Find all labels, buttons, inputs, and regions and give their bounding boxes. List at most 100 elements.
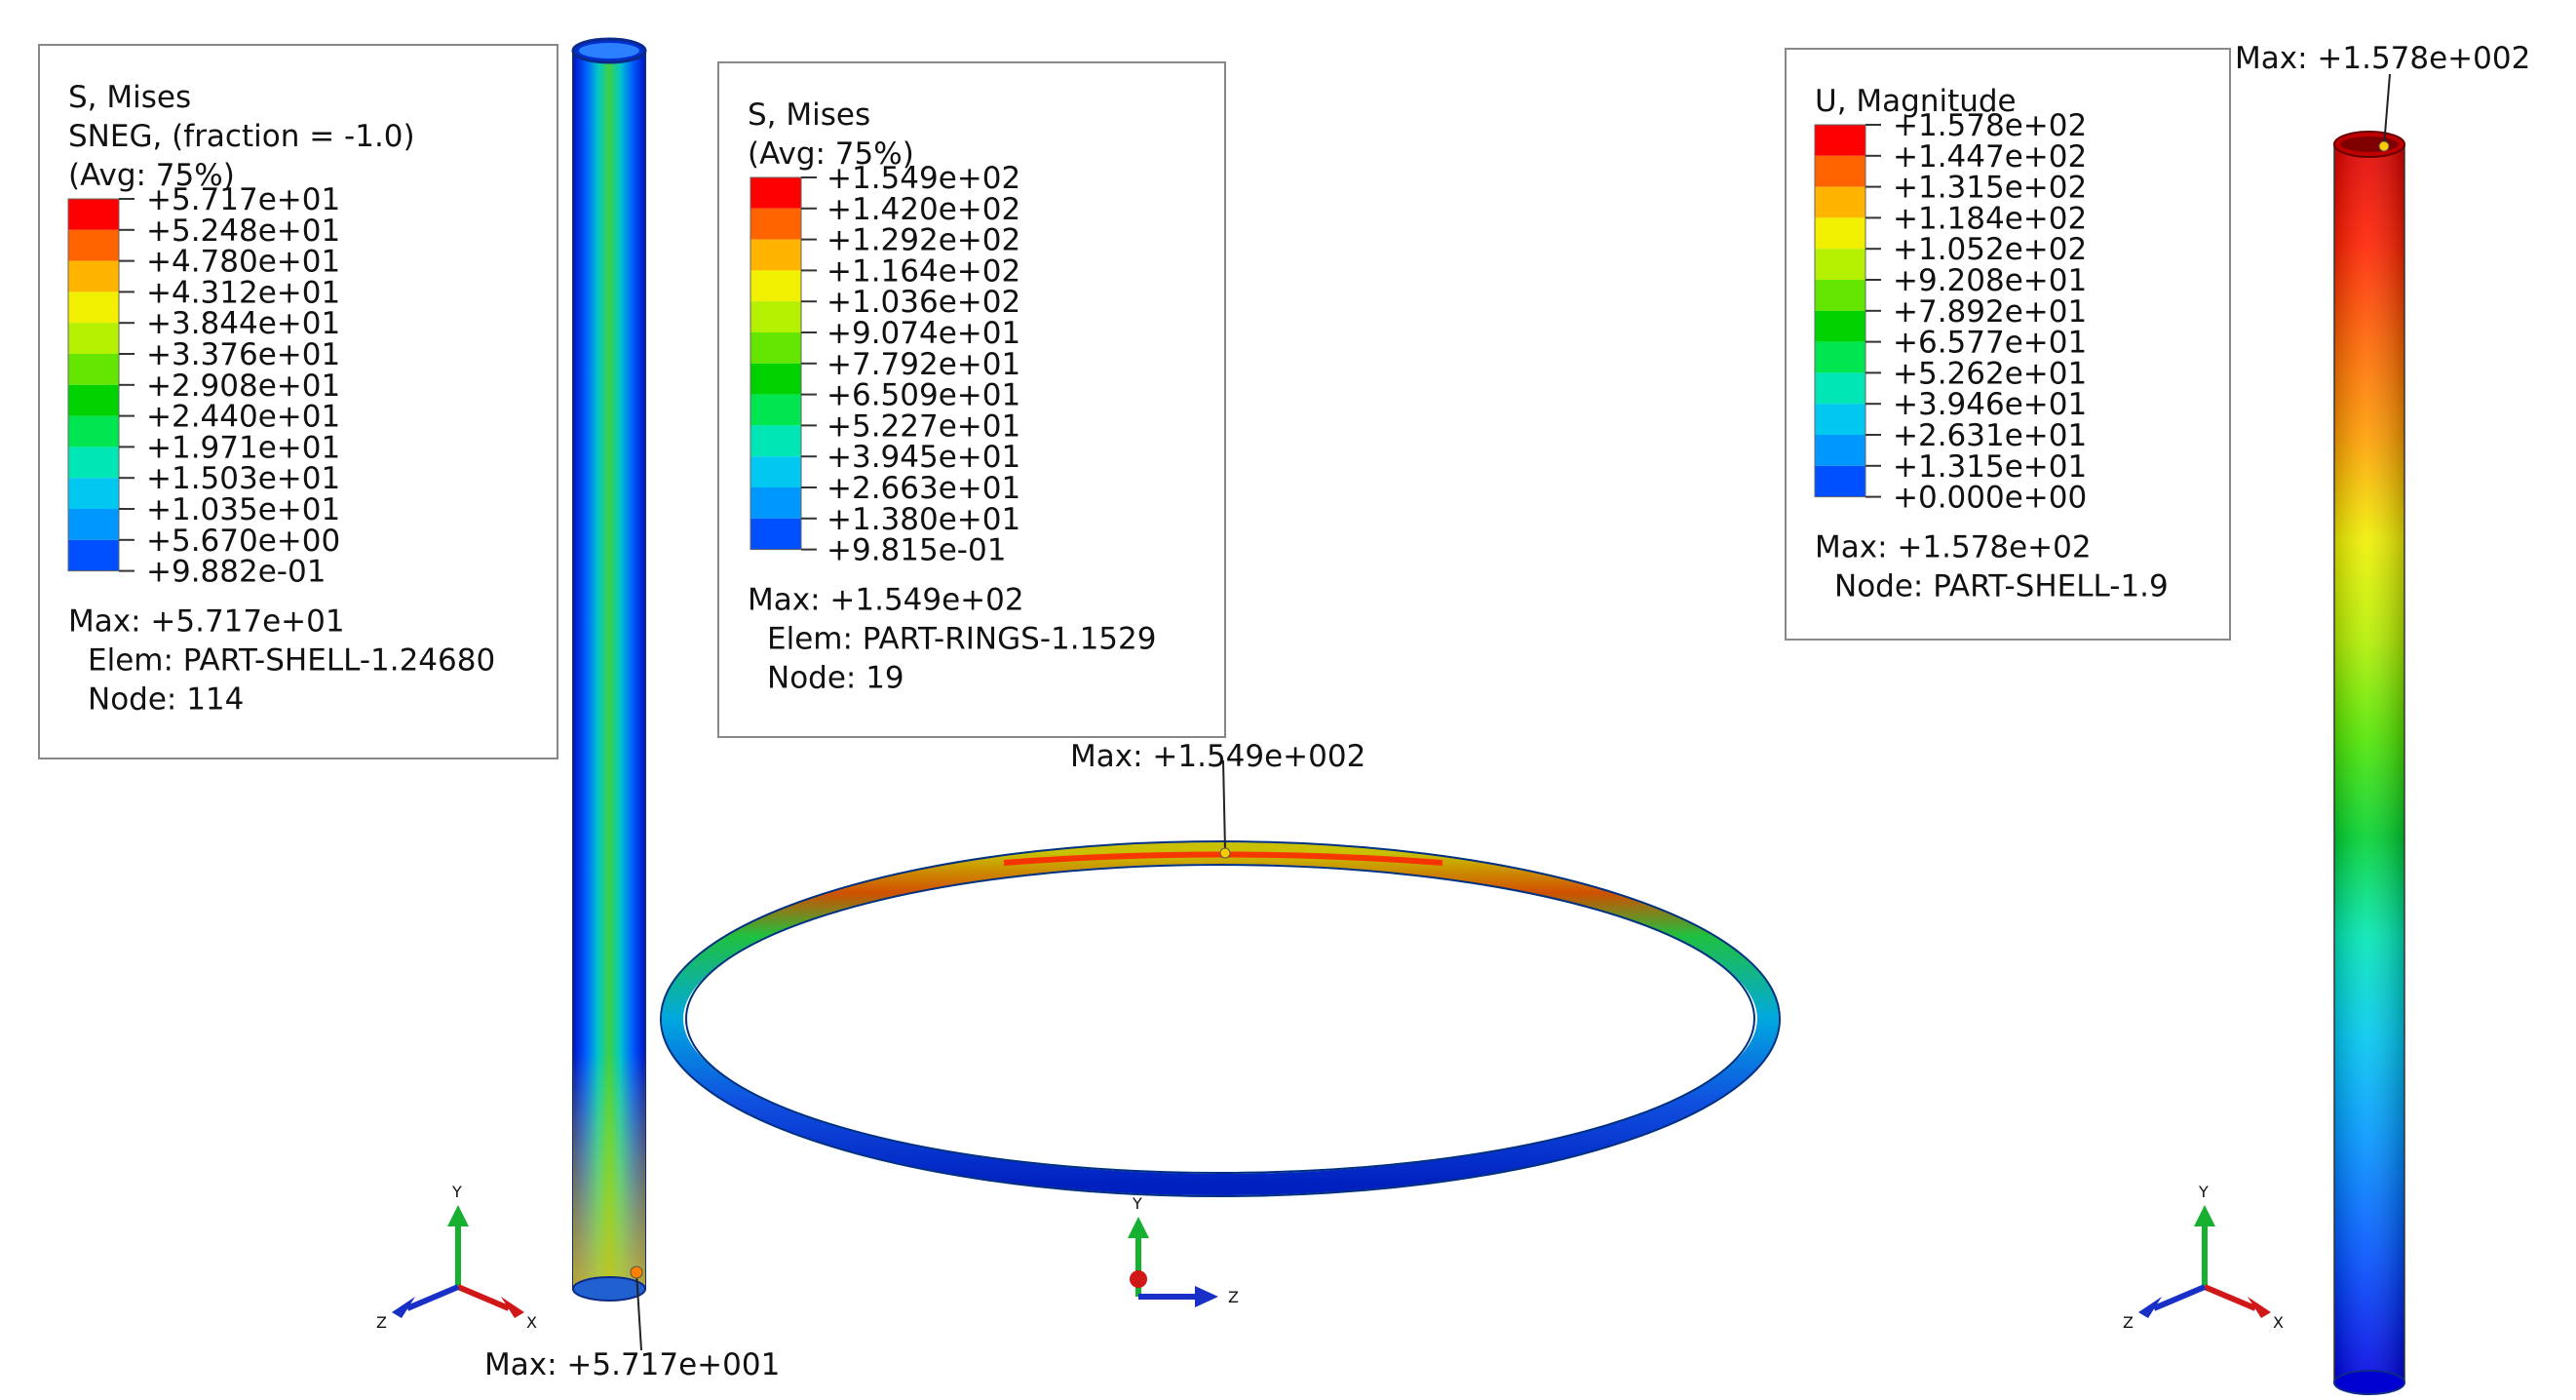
legend-value: +9.815e-01	[827, 533, 1006, 568]
legend-info-line: Max: +1.549e+02	[748, 583, 1024, 618]
legend-value: +1.380e+01	[827, 502, 1020, 537]
legend-color-band	[1815, 404, 1865, 435]
right-triad-x-label: X	[2273, 1313, 2284, 1332]
legend-value: +3.946e+01	[1893, 387, 2087, 422]
legend-value: +9.074e+01	[827, 316, 1020, 351]
right-tube-max-marker	[2378, 140, 2390, 152]
legend-color-band	[1815, 310, 1865, 342]
ring-outer	[662, 842, 1779, 1195]
legend-info-line: Node: PART-SHELL-1.9	[1834, 569, 2169, 604]
legend-title-line: S, Mises	[748, 97, 870, 133]
legend-value: +1.420e+02	[827, 192, 1020, 227]
legend-info-line: Max: +5.717e+01	[68, 604, 345, 640]
legend-color-band	[750, 208, 801, 240]
legend-color-band	[1815, 249, 1865, 280]
legend-info-line: Elem: PART-RINGS-1.1529	[767, 622, 1156, 657]
legend-value: +4.312e+01	[146, 275, 340, 310]
legend-value: +4.780e+01	[146, 245, 340, 280]
legend-color-band	[750, 270, 801, 302]
left-triad-z-label: Z	[376, 1313, 387, 1332]
legend-color-band	[68, 292, 119, 324]
legend-color-band	[1815, 217, 1865, 250]
left-axis-triad: Y X Z	[376, 1183, 537, 1332]
legend-value: +9.208e+01	[1893, 263, 2087, 298]
legend-color-band	[68, 229, 119, 261]
right-tube-max-leader	[2383, 73, 2391, 147]
legend-color-band	[68, 415, 119, 447]
legend-value: +1.035e+01	[146, 492, 340, 527]
legend-value: +2.663e+01	[827, 471, 1020, 506]
legend-color-band	[68, 323, 119, 354]
legend-color-band	[750, 301, 801, 332]
legend-info-line: Node: 114	[88, 682, 244, 718]
legend-value: +1.549e+02	[827, 161, 1020, 196]
legend-color-band	[68, 478, 119, 509]
legend-value: +5.717e+01	[146, 182, 340, 217]
legend-color-band	[68, 447, 119, 479]
legend-color-band	[1815, 341, 1865, 373]
left-triad-y-label: Y	[451, 1183, 462, 1201]
center-triad-y-label: Y	[1132, 1194, 1142, 1213]
legend-value: +5.227e+01	[827, 408, 1020, 444]
legend-color-band	[68, 354, 119, 385]
ring-outer-edge	[660, 840, 1781, 1197]
legend-value: +7.792e+01	[827, 347, 1020, 382]
legend-value: +1.164e+02	[827, 253, 1020, 289]
legend-value: +1.315e+01	[1893, 449, 2087, 485]
legend-color-band	[750, 518, 801, 550]
legend-color-band	[750, 177, 801, 209]
right-tube-max-label: Max: +1.578e+002	[2235, 41, 2530, 76]
legend-color-band	[68, 509, 119, 540]
legend-value: +3.844e+01	[146, 306, 340, 341]
ring-stress-legend: S, Mises(Avg: 75%)+1.549e+02+1.420e+02+1…	[717, 61, 1226, 738]
displacement-legend: U, Magnitude+1.578e+02+1.447e+02+1.315e+…	[1785, 48, 2231, 641]
ring-max-leader	[1222, 759, 1226, 851]
legend-color-band	[750, 394, 801, 426]
right-tube-top-inner	[2340, 136, 2399, 152]
legend-value: +1.315e+02	[1893, 171, 2087, 206]
legend-value: +2.440e+01	[146, 400, 340, 435]
legend-color-band	[1815, 465, 1865, 497]
left-tube-top-inner	[579, 43, 639, 58]
legend-color-band	[750, 332, 801, 364]
left-tube-max-marker	[630, 1265, 643, 1279]
left-tube-max-leader	[635, 1271, 642, 1351]
ring-inner-edge	[685, 864, 1755, 1174]
ring	[660, 759, 1781, 1197]
legend-value: +5.262e+01	[1893, 356, 2087, 391]
legend-value: +7.892e+01	[1893, 294, 2087, 330]
right-triad-y-label: Y	[2198, 1183, 2209, 1201]
right-tube	[2333, 73, 2405, 1395]
legend-value: +1.578e+02	[1893, 108, 2087, 143]
legend-color-band	[1815, 186, 1865, 218]
legend-color-band	[68, 384, 119, 416]
legend-color-band	[1815, 125, 1865, 156]
legend-value: +3.945e+01	[827, 440, 1020, 475]
legend-value: +1.184e+02	[1893, 201, 2087, 236]
legend-value: +2.908e+01	[146, 369, 340, 404]
legend-value: +0.000e+00	[1893, 481, 2087, 516]
legend-title-line: (Avg: 75%)	[68, 158, 235, 193]
legend-color-band	[1815, 435, 1865, 466]
ring-max-label: Max: +1.549e+002	[1070, 739, 1365, 774]
legend-color-band	[68, 539, 119, 571]
legend-frame	[38, 44, 558, 759]
left-tube-bottom-tint	[573, 1053, 645, 1289]
legend-color-band	[750, 425, 801, 457]
legend-value: +1.503e+01	[146, 461, 340, 496]
legend-value: +3.376e+01	[146, 337, 340, 372]
legend-value: +1.447e+02	[1893, 139, 2087, 175]
legend-color-band	[1815, 280, 1865, 311]
left-tube-bottom-rim	[572, 1276, 646, 1302]
center-axis-triad: Y Z	[1128, 1194, 1239, 1307]
right-tube-bottom-rim	[2333, 1370, 2405, 1395]
center-triad-z-label: Z	[1228, 1288, 1239, 1306]
legend-value: +5.670e+00	[146, 524, 340, 559]
legend-value: +2.631e+01	[1893, 418, 2087, 453]
legend-value: +1.971e+01	[146, 430, 340, 465]
legend-color-band	[1815, 155, 1865, 187]
legend-frame	[717, 61, 1226, 738]
legend-title-line: SNEG, (fraction = -1.0)	[68, 119, 415, 154]
legend-color-band	[68, 199, 119, 230]
